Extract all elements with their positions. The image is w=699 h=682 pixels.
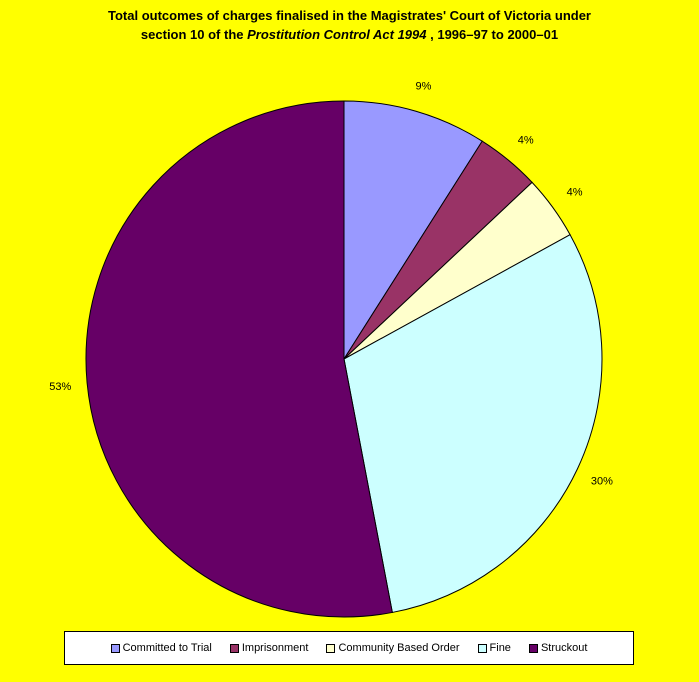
legend-item-imprisonment: Imprisonment	[229, 642, 309, 654]
data-label-fine: 30%	[591, 475, 613, 487]
data-label-community-based-order: 4%	[567, 187, 583, 199]
legend-label-committed-to-trial: Committed to Trial	[122, 642, 212, 654]
data-label-struckout: 53%	[49, 381, 71, 393]
title-act-name: Prostitution Control Act 1994	[247, 27, 427, 42]
legend-label-community-based-order: Community Based Order	[338, 642, 460, 654]
legend-swatch-imprisonment	[229, 643, 239, 653]
legend-swatch-committed-to-trial	[110, 643, 120, 653]
title-line-2: section 10 of the Prostitution Control A…	[0, 25, 699, 44]
legend-swatch-fine	[477, 643, 487, 653]
legend-item-community-based-order: Community Based Order	[326, 642, 460, 654]
chart-title: Total outcomes of charges finalised in t…	[0, 6, 699, 44]
pie-slice-committed-to-trial	[343, 100, 483, 361]
title-line-1: Total outcomes of charges finalised in t…	[108, 8, 591, 23]
title-line-2-prefix: section 10 of the	[140, 27, 248, 42]
legend-label-fine: Fine	[489, 642, 511, 654]
pie-slice-struckout	[85, 100, 393, 618]
pie-slice-fine	[343, 234, 603, 614]
title-line-2-suffix: , 1996–97 to 2000–01	[426, 27, 559, 42]
legend-label-imprisonment: Imprisonment	[241, 642, 309, 654]
legend-item-fine: Fine	[477, 642, 511, 654]
legend: Committed to Trial Imprisonment Community …	[64, 631, 634, 665]
legend-item-struckout: Struckout	[528, 642, 588, 654]
legend-swatch-struckout	[528, 643, 538, 653]
data-label-committed-to-trial: 9%	[416, 80, 432, 92]
legend-swatch-community-based-order	[326, 643, 336, 653]
legend-label-struckout: Struckout	[540, 642, 588, 654]
legend-item-committed-to-trial: Committed to Trial	[110, 642, 212, 654]
data-label-imprisonment: 4%	[518, 134, 534, 146]
